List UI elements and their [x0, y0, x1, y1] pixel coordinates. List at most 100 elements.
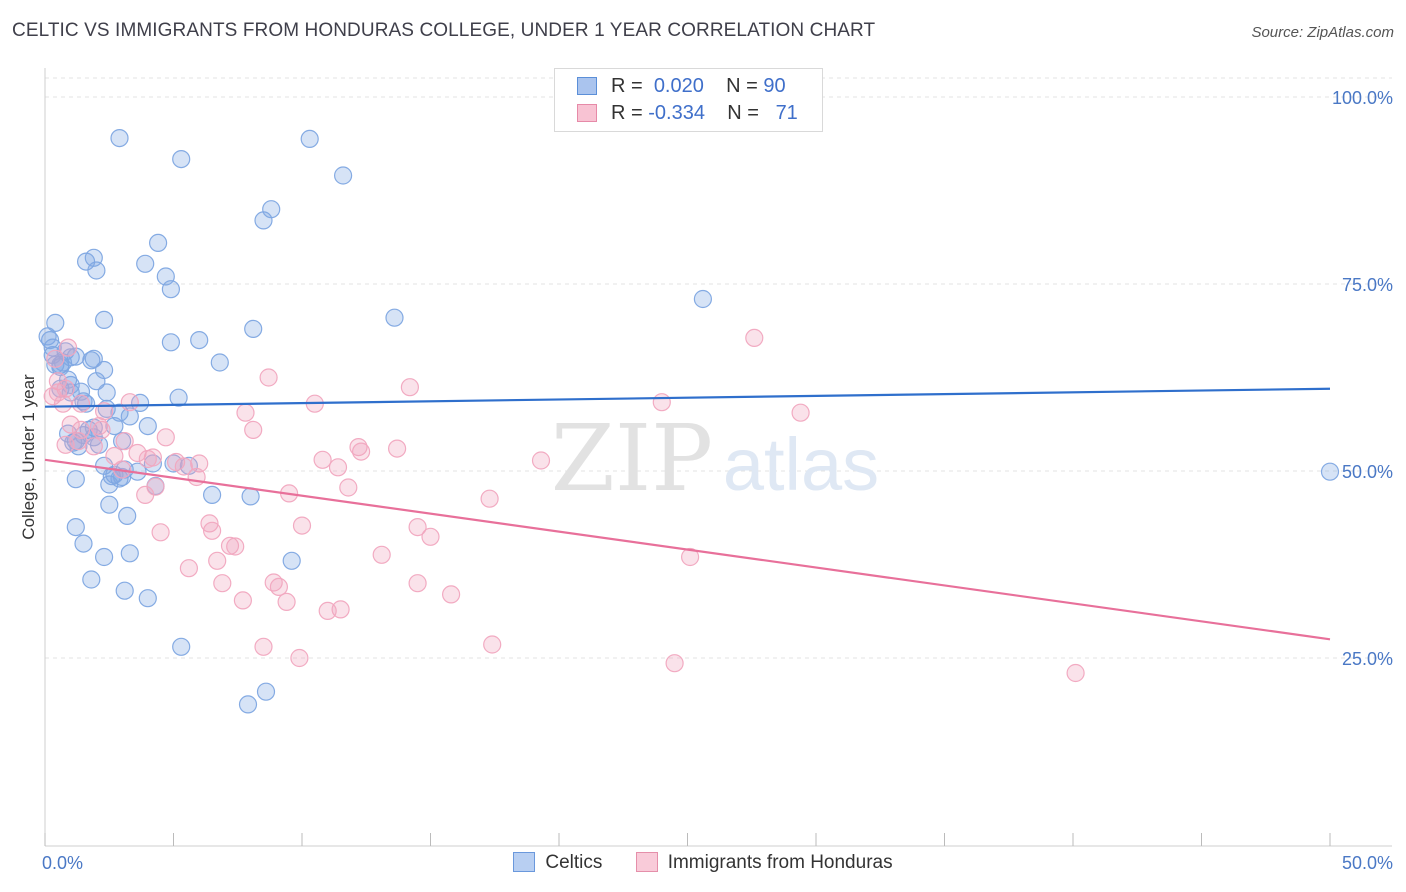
celtics-point [238, 695, 258, 714]
stats-legend: R = 0.020 N = 90 R = -0.334 N = 71 [554, 68, 823, 132]
legend-label: Celtics [545, 852, 603, 873]
celtics-point [149, 233, 168, 252]
legend-swatch-honduras [577, 104, 597, 122]
honduras-point [483, 635, 502, 654]
gridlines [45, 77, 1392, 659]
honduras-point [190, 454, 209, 473]
honduras-point [665, 654, 684, 673]
honduras-point [213, 574, 232, 593]
legend-n-label: N = [727, 102, 759, 124]
honduras-point [92, 420, 111, 439]
celtics-point [1320, 462, 1340, 481]
celtics-point [120, 407, 139, 426]
honduras-point [352, 442, 371, 461]
legend-item-honduras[interactable]: Immigrants from Honduras [635, 852, 893, 874]
trend-lines [44, 387, 1331, 641]
honduras-point [71, 394, 91, 413]
x-tick-label: 0.0% [42, 853, 83, 873]
honduras-point [115, 432, 134, 451]
honduras-point [652, 393, 671, 412]
legend-row-celtics: R = 0.020 N = 90 [577, 75, 786, 99]
honduras-point [1066, 663, 1085, 683]
honduras-point [244, 420, 263, 439]
honduras-point [318, 601, 337, 621]
celtics-point [256, 682, 276, 701]
honduras-point [680, 547, 700, 567]
celtics-point [241, 487, 260, 506]
legend-n-value: 71 [775, 102, 798, 124]
tick-labels: 100.0% 75.0% 50.0% 25.0% 0.0% 50.0% [42, 88, 1393, 873]
honduras-point [43, 387, 62, 406]
celtics-point [100, 495, 119, 514]
celtics-point [131, 393, 150, 412]
honduras-point [236, 403, 255, 422]
honduras-point [313, 450, 332, 469]
honduras-point [480, 489, 499, 508]
honduras-point [120, 393, 139, 412]
celtics-point [94, 310, 114, 329]
honduras-trend-line [44, 458, 1331, 641]
honduras-point [53, 394, 73, 413]
series-legend: Celtics Immigrants from Honduras [0, 852, 1406, 874]
honduras-point [105, 446, 124, 466]
honduras-point [138, 449, 157, 469]
legend-n-label: N = [726, 75, 758, 97]
honduras-point [408, 574, 427, 593]
celtics-point [169, 388, 188, 407]
honduras-point [136, 485, 155, 504]
celtics-point [74, 534, 93, 553]
celtics-point [244, 319, 263, 338]
celtics-point [87, 372, 106, 391]
celtics-point [138, 589, 157, 608]
legend-r-label: R = [611, 102, 643, 124]
y-tick-label: 25.0% [1342, 649, 1393, 669]
honduras-point [220, 536, 240, 555]
celtics-point [94, 547, 114, 567]
celtics-point [76, 394, 96, 413]
source-label: Source: ZipAtlas.com [1251, 24, 1394, 41]
celtics-point [161, 280, 180, 299]
honduras-point [388, 439, 407, 458]
watermark-atlas: atlas [723, 423, 879, 506]
celtics-point [120, 544, 139, 563]
celtics-point [210, 353, 229, 372]
legend-swatch-celtics [577, 77, 597, 95]
y-tick-label: 50.0% [1342, 462, 1393, 482]
legend-swatch [635, 852, 658, 872]
legend-row-honduras: R = -0.334 N = 71 [577, 102, 798, 126]
celtics-point [115, 581, 134, 600]
honduras-point [179, 559, 198, 578]
celtics-point [300, 129, 319, 148]
y-axis-label: College, Under 1 year [19, 374, 38, 540]
honduras-point [290, 648, 309, 668]
celtics-point [46, 313, 65, 332]
honduras-point [339, 478, 358, 497]
honduras-point [200, 514, 219, 533]
chart-title: CELTIC VS IMMIGRANTS FROM HONDURAS COLLE… [12, 20, 876, 41]
celtics-point [66, 470, 85, 489]
celtics-trend-line [44, 387, 1331, 408]
honduras-point [745, 328, 764, 347]
honduras-point [254, 637, 273, 656]
honduras-point [269, 577, 288, 597]
celtics-point [97, 383, 116, 402]
celtics-point [82, 570, 101, 589]
celtics-point [190, 331, 209, 350]
honduras-point [208, 551, 227, 570]
honduras-point [259, 368, 278, 387]
legend-item-celtics[interactable]: Celtics [513, 852, 602, 874]
celtics-point [87, 261, 106, 280]
honduras-point [400, 378, 419, 397]
honduras-point [292, 516, 312, 535]
honduras-point [56, 435, 75, 454]
honduras-point [203, 521, 222, 540]
honduras-point [71, 420, 91, 439]
honduras-point [531, 451, 551, 470]
honduras-point [226, 537, 245, 556]
celtics-point [254, 211, 273, 230]
celtics-point [118, 506, 137, 526]
celtics-point [172, 150, 191, 169]
honduras-point [156, 428, 175, 447]
honduras-point [151, 523, 170, 542]
